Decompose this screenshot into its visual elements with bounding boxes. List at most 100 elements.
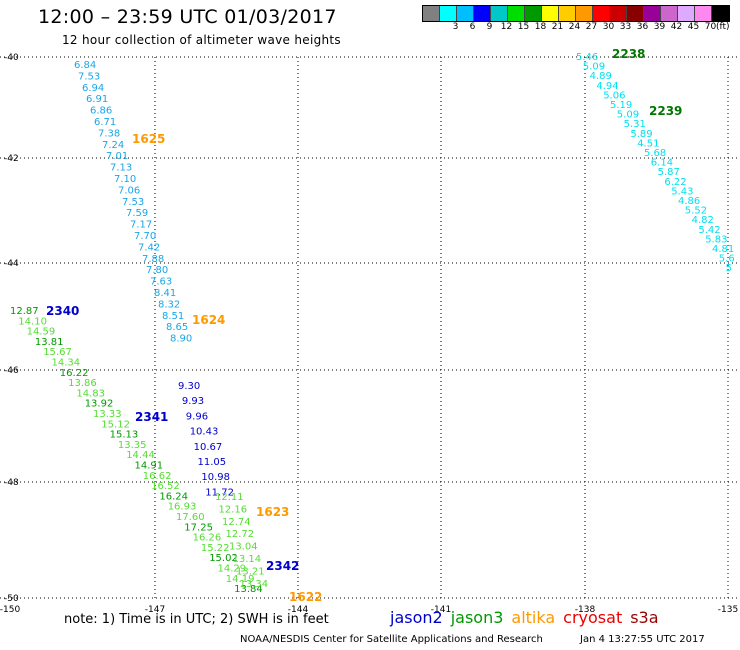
wave-height-value: 12.72 — [226, 529, 255, 540]
time-label: 1624 — [192, 313, 225, 327]
longitude-tick-label: -150 — [0, 605, 20, 615]
wave-height-value: 5.09 — [583, 62, 605, 73]
latitude-tick-label: -42 — [4, 154, 19, 164]
wave-height-value: 9.30 — [178, 381, 200, 392]
color-scale-tick-label: 12 — [500, 22, 513, 32]
wave-height-value: 7.17 — [130, 220, 152, 231]
wave-height-value: 17.25 — [184, 522, 213, 533]
wave-height-value: 10.98 — [201, 472, 230, 483]
color-scale-tick-label: 27 — [585, 22, 598, 32]
wave-height-value: 7.13 — [110, 163, 132, 174]
wave-height-value: 12.87 — [10, 306, 39, 317]
legend-entry-s3a: s3a — [630, 608, 659, 627]
time-label: 2342 — [266, 559, 299, 573]
wave-height-value: 7.42 — [138, 242, 160, 253]
wave-height-value: 5.89 — [630, 129, 652, 140]
wave-height-value: 7.06 — [118, 185, 140, 196]
wave-height-value: 13.33 — [93, 409, 122, 420]
wave-height-value: 5.42 — [698, 225, 720, 236]
wave-height-value: 4.82 — [692, 215, 714, 226]
color-scale-tick-label: 15 — [517, 22, 530, 32]
color-scale-swatch — [440, 6, 457, 21]
wave-height-value: 8.90 — [170, 334, 192, 345]
wave-height-value: 14.83 — [76, 388, 105, 399]
wave-height-value: 5.31 — [624, 119, 646, 130]
color-scale-tick-label: 3 — [452, 22, 459, 32]
latitude-tick-label: -40 — [4, 53, 19, 63]
wave-height-value: 13.04 — [229, 542, 258, 553]
time-label: 1625 — [132, 132, 165, 146]
wave-height-value: 5.6 — [719, 254, 735, 265]
wave-height-value: 5.46 — [576, 52, 598, 63]
wave-height-value: 6.22 — [664, 177, 686, 188]
longitude-tick-label: -135 — [718, 605, 738, 615]
color-scale-swatch — [457, 6, 474, 21]
wave-height-value: 4.51 — [637, 138, 659, 149]
wave-height-value: 8.51 — [162, 311, 184, 322]
map-title: 12:00 – 23:59 UTC 01/03/2017 — [38, 6, 337, 28]
wave-height-value: 5.19 — [610, 100, 632, 111]
wave-height-value: 11.05 — [198, 457, 227, 468]
time-label: 2238 — [612, 47, 645, 61]
legend-entry-altika: altika — [511, 608, 556, 627]
wave-height-value: 5.43 — [671, 186, 693, 197]
color-scale-tick-label: 24 — [568, 22, 581, 32]
wave-height-value: 5.09 — [617, 110, 639, 121]
color-scale-swatch — [644, 6, 661, 21]
color-scale-swatch — [525, 6, 542, 21]
wave-height-value: 6.94 — [82, 83, 104, 94]
time-label: 2340 — [46, 304, 79, 318]
color-scale-swatch — [508, 6, 525, 21]
longitude-tick-label: -147 — [145, 605, 165, 615]
wave-height-value: 5.87 — [658, 167, 680, 178]
wave-height-value: 16.62 — [143, 471, 172, 482]
color-scale-swatch — [712, 6, 729, 21]
color-scale-swatch — [423, 6, 440, 21]
wave-height-value: 6.14 — [651, 158, 673, 169]
color-scale-tick-label: 33 — [619, 22, 632, 32]
color-scale-swatch — [593, 6, 610, 21]
credit-line: NOAA/NESDIS Center for Satellite Applica… — [240, 634, 543, 645]
wave-height-value: 14.29 — [218, 564, 247, 575]
wave-height-value: 14.34 — [52, 358, 81, 369]
generated-timestamp: Jan 4 13:27:55 UTC 2017 — [580, 634, 705, 645]
wave-height-value: 16.22 — [60, 368, 89, 379]
wave-height-value: 17.60 — [176, 512, 205, 523]
legend-entry-cryosat: cryosat — [563, 608, 623, 627]
wave-height-value: 4.89 — [590, 71, 612, 82]
wave-height-value: 7.53 — [122, 197, 144, 208]
latitude-tick-label: -44 — [4, 259, 19, 269]
color-scale-unit: (ft) — [716, 22, 730, 32]
color-scale-swatch — [695, 6, 712, 21]
wave-height-value: 9.96 — [186, 411, 208, 422]
color-scale-swatch — [474, 6, 491, 21]
wave-height-value: 8.32 — [158, 299, 180, 310]
color-scale-tick-label: 18 — [534, 22, 547, 32]
color-scale-tick-label: 30 — [602, 22, 615, 32]
latitude-tick-label: -48 — [4, 478, 19, 488]
wave-height-value: 9.93 — [182, 396, 204, 407]
legend-entry-jason2: jason2 — [390, 608, 443, 627]
wave-height-value: 7.24 — [102, 140, 124, 151]
color-scale-tick-label: 42 — [670, 22, 683, 32]
wave-height-value: 5 — [726, 263, 732, 274]
longitude-tick-label: -144 — [288, 605, 309, 615]
wave-height-value: 15.13 — [110, 430, 139, 441]
time-label: 2341 — [135, 410, 168, 424]
wave-height-value: 14.19 — [226, 574, 255, 585]
wave-height-value: 7.80 — [146, 265, 168, 276]
legend-entry-jason3: jason3 — [450, 608, 504, 627]
wave-height-value: 14.91 — [135, 461, 164, 472]
footer-note: note: 1) Time is in UTC; 2) SWH is in fe… — [64, 612, 329, 627]
wave-height-value: 6.84 — [74, 60, 96, 71]
color-scale-tick-label: 21 — [551, 22, 564, 32]
wave-height-value: 5.52 — [685, 206, 707, 217]
wave-height-value: 7.38 — [98, 128, 120, 139]
wave-height-value: 14.10 — [18, 316, 47, 327]
wave-height-value: 8.65 — [166, 322, 188, 333]
color-scale-swatch — [542, 6, 559, 21]
color-scale-tick-label: 45 — [687, 22, 700, 32]
wave-height-value: 7.70 — [134, 231, 156, 242]
